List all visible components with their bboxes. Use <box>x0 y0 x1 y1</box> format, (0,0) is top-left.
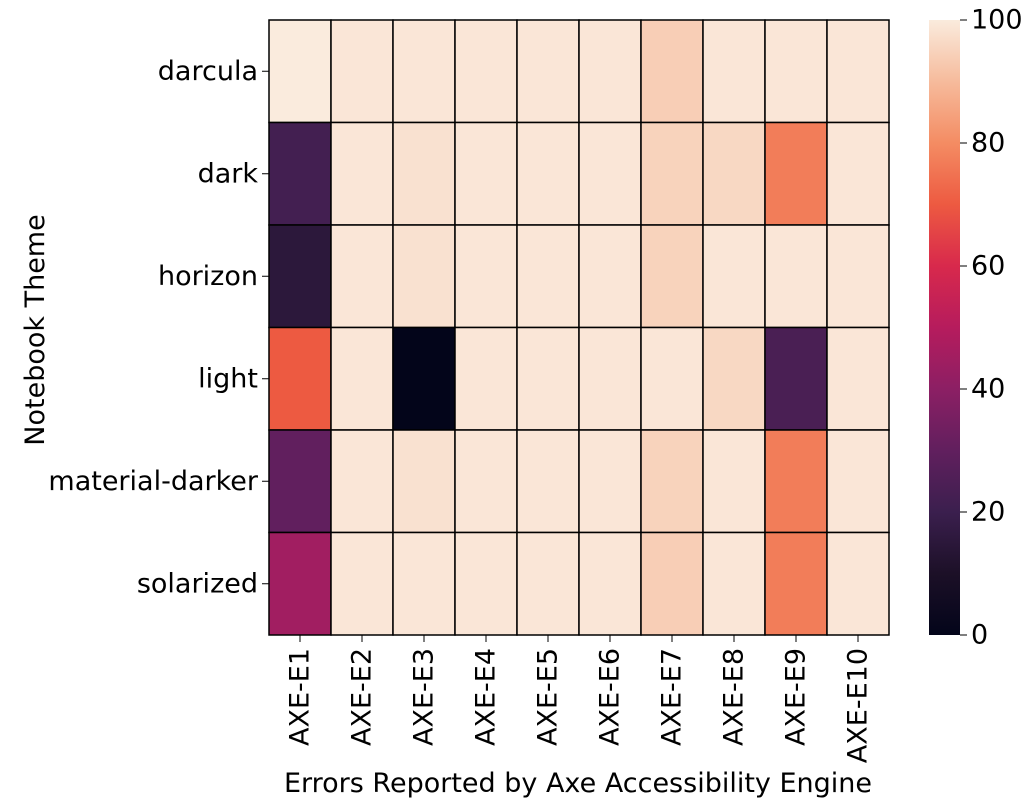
y-tick-label: darcula <box>158 56 258 87</box>
heatmap-cell <box>702 224 766 329</box>
heatmap-cell <box>640 121 704 226</box>
heatmap-cell <box>764 19 828 124</box>
heatmap-cell <box>392 531 456 636</box>
heatmap-cell <box>516 19 580 124</box>
heatmap-cell <box>330 531 394 636</box>
heatmap-cell <box>764 531 828 636</box>
heatmap-cell <box>640 429 704 534</box>
x-tick-label: AXE-E10 <box>843 648 874 763</box>
x-tick-labels: AXE-E1 AXE-E2 AXE-E3 AXE-E4 AXE-E5 AXE-E6 AXE-… <box>285 635 874 763</box>
colorbar-tick-label: 60 <box>971 251 1005 282</box>
heatmap-cell <box>392 224 456 329</box>
colorbar <box>929 20 960 635</box>
heatmap-cell <box>330 121 394 226</box>
colorbar-tick-label: 80 <box>971 128 1005 159</box>
heatmap-cell <box>454 224 518 329</box>
heatmap-cells <box>268 19 890 636</box>
x-tick-label: AXE-E7 <box>657 648 688 746</box>
heatmap-cell <box>330 429 394 534</box>
heatmap-cell <box>392 429 456 534</box>
y-tick-label: horizon <box>158 261 258 292</box>
heatmap-cell <box>454 429 518 534</box>
x-tick-label: AXE-E6 <box>595 648 626 746</box>
heatmap-cell <box>764 429 828 534</box>
x-tick-label: AXE-E8 <box>719 648 750 746</box>
heatmap-cell <box>826 224 890 329</box>
heatmap-cell <box>516 531 580 636</box>
heatmap-cell <box>454 326 518 431</box>
y-axis-label: Notebook Theme <box>20 214 51 445</box>
heatmap-cell <box>702 326 766 431</box>
heatmap-cell <box>640 326 704 431</box>
heatmap-cell <box>826 531 890 636</box>
heatmap-cell <box>764 121 828 226</box>
x-tick-label: AXE-E5 <box>533 648 564 746</box>
heatmap-cell <box>578 19 642 124</box>
heatmap-cell <box>826 429 890 534</box>
x-tick-label: AXE-E1 <box>285 648 316 746</box>
heatmap-cell <box>826 326 890 431</box>
colorbar-tick-label: 40 <box>971 374 1005 405</box>
y-tick-label: light <box>198 363 258 394</box>
heatmap-cell <box>392 121 456 226</box>
heatmap-cell <box>826 121 890 226</box>
heatmap-cell <box>640 19 704 124</box>
heatmap-cell <box>578 531 642 636</box>
x-axis-label: Errors Reported by Axe Accessibility Eng… <box>284 768 872 799</box>
y-tick-label: solarized <box>137 568 258 599</box>
heatmap-cell <box>640 531 704 636</box>
heatmap-cell <box>268 429 332 534</box>
heatmap-cell <box>578 121 642 226</box>
heatmap-cell <box>640 224 704 329</box>
heatmap-cell <box>392 19 456 124</box>
y-tick-label: material-darker <box>48 466 259 497</box>
heatmap-cell <box>702 429 766 534</box>
heatmap-cell <box>764 224 828 329</box>
heatmap-cell <box>516 429 580 534</box>
heatmap-cell <box>516 224 580 329</box>
heatmap-cell <box>330 326 394 431</box>
heatmap-cell <box>578 326 642 431</box>
heatmap-cell <box>454 19 518 124</box>
x-tick-label: AXE-E9 <box>781 648 812 746</box>
heatmap-cell <box>268 531 332 636</box>
heatmap-cell <box>702 121 766 226</box>
x-tick-label: AXE-E3 <box>409 648 440 746</box>
colorbar-tick-label: 0 <box>971 620 988 651</box>
y-tick-label: dark <box>198 158 259 189</box>
heatmap-cell <box>764 326 828 431</box>
heatmap-cell <box>516 326 580 431</box>
heatmap-cell <box>392 326 456 431</box>
heatmap-cell <box>268 326 332 431</box>
heatmap-cell <box>578 224 642 329</box>
heatmap-cell <box>454 531 518 636</box>
heatmap-cell <box>330 224 394 329</box>
colorbar-ticks: 0 20 40 60 80 100 <box>960 5 1023 651</box>
heatmap-cell <box>268 224 332 329</box>
heatmap-cell <box>330 19 394 124</box>
heatmap-cell <box>268 121 332 226</box>
colorbar-tick-label: 100 <box>971 5 1023 36</box>
y-tick-labels: darcula dark horizon light material-darker so… <box>48 56 269 599</box>
x-tick-label: AXE-E2 <box>347 648 378 746</box>
heatmap-cell <box>268 19 332 124</box>
heatmap-cell <box>578 429 642 534</box>
heatmap-cell <box>516 121 580 226</box>
heatmap-cell <box>702 19 766 124</box>
colorbar-tick-label: 20 <box>971 497 1005 528</box>
heatmap-cell <box>702 531 766 636</box>
heatmap-cell <box>454 121 518 226</box>
heatmap-cell <box>826 19 890 124</box>
x-tick-label: AXE-E4 <box>471 648 502 746</box>
